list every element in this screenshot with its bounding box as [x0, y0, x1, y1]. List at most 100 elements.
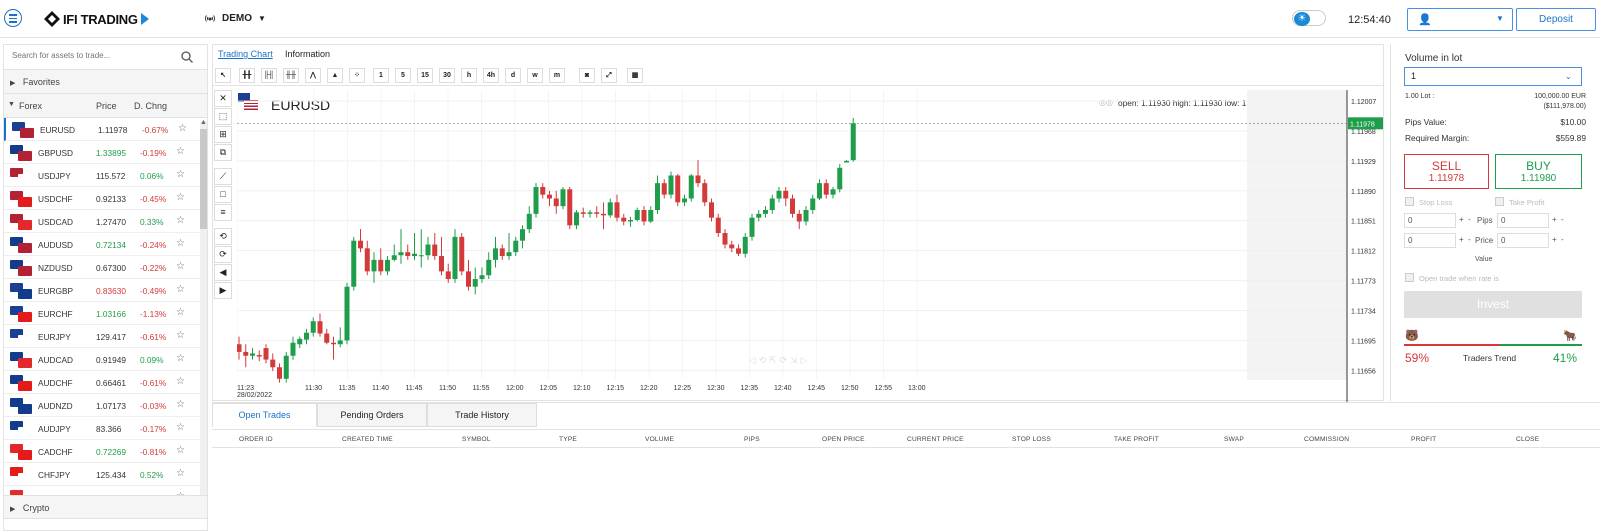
camera-icon[interactable]: ◙ [579, 68, 595, 83]
stop-loss-pips-input[interactable]: 0 [1404, 213, 1456, 228]
decrement-icon[interactable]: - [1468, 235, 1471, 244]
column-header[interactable]: CURRENT PRICE [907, 436, 964, 443]
star-icon[interactable]: ☆ [176, 192, 185, 203]
trend-line-icon[interactable]: ⟋ [214, 168, 232, 185]
search-icon[interactable] [181, 51, 193, 63]
account-selector[interactable]: 👤 ▼ [1407, 8, 1513, 31]
open-rate-checkbox[interactable] [1405, 273, 1414, 282]
asset-row[interactable]: USDJPY 115.572 0.06% ☆ [4, 164, 200, 187]
asset-row[interactable]: EURCHF 1.03166 -1.13% ☆ [4, 302, 200, 325]
scrollbar[interactable] [200, 121, 207, 507]
column-header[interactable]: ORDER ID [239, 436, 273, 443]
column-header[interactable]: COMMISSION [1304, 436, 1350, 443]
timeframe-button[interactable]: 5 [395, 68, 411, 83]
candlestick-chart[interactable]: 1.12007 1.11968 1.11929 1.11890 1.11851 1.118… [237, 90, 1384, 402]
asset-row[interactable]: USDCAD 1.27470 0.33% ☆ [4, 210, 200, 233]
search-input[interactable] [12, 51, 172, 60]
increment-icon[interactable]: + [1552, 215, 1557, 224]
candles-icon[interactable]: ╂╂ [239, 68, 255, 83]
star-icon[interactable]: ☆ [176, 238, 185, 249]
select-area-icon[interactable]: ⬚ [214, 108, 232, 125]
tab-open-trades[interactable]: Open Trades [212, 403, 317, 427]
tab-trading-chart[interactable]: Trading Chart [218, 49, 273, 59]
arrow-left-icon[interactable]: ◀ [214, 264, 232, 281]
asset-row[interactable]: AUDCHF 0.66461 -0.61% ☆ [4, 371, 200, 394]
column-header[interactable]: TAKE PROFIT [1114, 436, 1159, 443]
timeframe-button[interactable]: d [505, 68, 521, 83]
tab-information[interactable]: Information [285, 49, 331, 59]
cursor-tool-icon[interactable]: ↖ [215, 68, 231, 83]
account-mode-selector[interactable]: DEMO ▼ [204, 12, 266, 24]
star-icon[interactable]: ☆ [176, 330, 185, 341]
line-chart-icon[interactable]: ⋀ [305, 68, 321, 83]
measure-icon[interactable]: ⟳ [214, 246, 232, 263]
asset-row[interactable]: USDCHF 0.92133 -0.45% ☆ [4, 187, 200, 210]
copy-icon[interactable]: ⧉ [214, 144, 232, 161]
timeframe-button[interactable]: 4h [483, 68, 499, 83]
arrow-right-icon[interactable]: ▶ [214, 282, 232, 299]
hollow-candles-icon[interactable]: ╟╢ [261, 68, 277, 83]
timeframe-button[interactable]: h [461, 68, 477, 83]
asset-row[interactable]: NZDUSD 0.67300 -0.22% ☆ [4, 256, 200, 279]
star-icon[interactable]: ☆ [176, 353, 185, 364]
bars-icon[interactable]: ╫╫ [283, 68, 299, 83]
star-icon[interactable]: ☆ [176, 215, 185, 226]
star-icon[interactable]: ☆ [176, 146, 185, 157]
decrement-icon[interactable]: - [1561, 215, 1564, 224]
column-header[interactable]: TYPE [559, 436, 578, 443]
column-header[interactable]: PROFIT [1411, 436, 1437, 443]
timeframe-button[interactable]: 1 [373, 68, 389, 83]
timeframe-button[interactable]: w [527, 68, 543, 83]
star-icon[interactable]: ☆ [176, 376, 185, 387]
invest-button[interactable]: Invest [1404, 291, 1582, 318]
asset-row[interactable]: GBPUSD 1.33895 -0.19% ☆ [4, 141, 200, 164]
asset-row[interactable]: CHFJPY 125.434 0.52% ☆ [4, 463, 200, 486]
tab-pending-orders[interactable]: Pending Orders [317, 403, 427, 427]
fullscreen-icon[interactable]: ⤢ [601, 68, 617, 83]
tab-trade-history[interactable]: Trade History [427, 403, 537, 427]
forex-section-header[interactable]: ▼ Forex Price D. Chng [4, 94, 207, 118]
volume-select[interactable]: 1 ⌄ [1404, 67, 1582, 86]
close-icon[interactable]: ✕ [214, 90, 232, 107]
column-header[interactable]: STOP LOSS [1012, 436, 1051, 443]
increment-icon[interactable]: + [1459, 215, 1464, 224]
column-header[interactable]: SYMBOL [462, 436, 491, 443]
stop-loss-checkbox[interactable] [1405, 197, 1414, 206]
star-icon[interactable]: ☆ [176, 169, 185, 180]
horizontal-lines-icon[interactable]: ≡ [214, 204, 232, 221]
take-profit-pips-input[interactable]: 0 [1497, 213, 1549, 228]
menu-icon[interactable] [4, 9, 22, 27]
increment-icon[interactable]: + [1459, 235, 1464, 244]
area-chart-icon[interactable]: ▲ [327, 68, 343, 83]
sell-button[interactable]: SELL 1.11978 [1404, 154, 1489, 189]
scrollbar-thumb[interactable] [200, 129, 207, 229]
column-header[interactable]: VOLUME [645, 436, 675, 443]
column-header[interactable]: SWAP [1224, 436, 1244, 443]
buy-button[interactable]: BUY 1.11980 [1495, 154, 1582, 189]
asset-row[interactable]: AUDUSD 0.72134 -0.24% ☆ [4, 233, 200, 256]
timeframe-button[interactable]: 30 [439, 68, 455, 83]
asset-row[interactable]: EURGBP 0.83630 -0.49% ☆ [4, 279, 200, 302]
crypto-section[interactable]: ▶ Crypto [4, 495, 207, 519]
asset-row[interactable]: AUDJPY 83.366 -0.17% ☆ [4, 417, 200, 440]
column-header[interactable]: CLOSE [1516, 436, 1540, 443]
visibility-icon[interactable]: ◎◎ [1099, 98, 1113, 107]
star-icon[interactable]: ☆ [176, 445, 185, 456]
zoom-area-icon[interactable]: ⊞ [214, 126, 232, 143]
star-icon[interactable]: ☆ [176, 284, 185, 295]
rectangle-icon[interactable]: □ [214, 186, 232, 203]
favorites-section[interactable]: ▶ Favorites [4, 70, 207, 94]
scroll-up-icon[interactable]: ▲ [200, 119, 207, 126]
star-icon[interactable]: ☆ [178, 123, 187, 134]
timeframe-button[interactable]: 15 [417, 68, 433, 83]
star-icon[interactable]: ☆ [176, 468, 185, 479]
calendar-icon[interactable]: ▦ [627, 68, 643, 83]
deposit-button[interactable]: Deposit [1516, 8, 1596, 31]
decrement-icon[interactable]: - [1561, 235, 1564, 244]
asset-row[interactable]: CADCHF 0.72269 -0.81% ☆ [4, 440, 200, 463]
dot-chart-icon[interactable]: ⁘ [349, 68, 365, 83]
asset-row[interactable]: AUDCAD 0.91949 0.09% ☆ [4, 348, 200, 371]
take-profit-price-input[interactable]: 0 [1497, 233, 1549, 248]
column-header[interactable]: PIPS [744, 436, 760, 443]
star-icon[interactable]: ☆ [176, 307, 185, 318]
